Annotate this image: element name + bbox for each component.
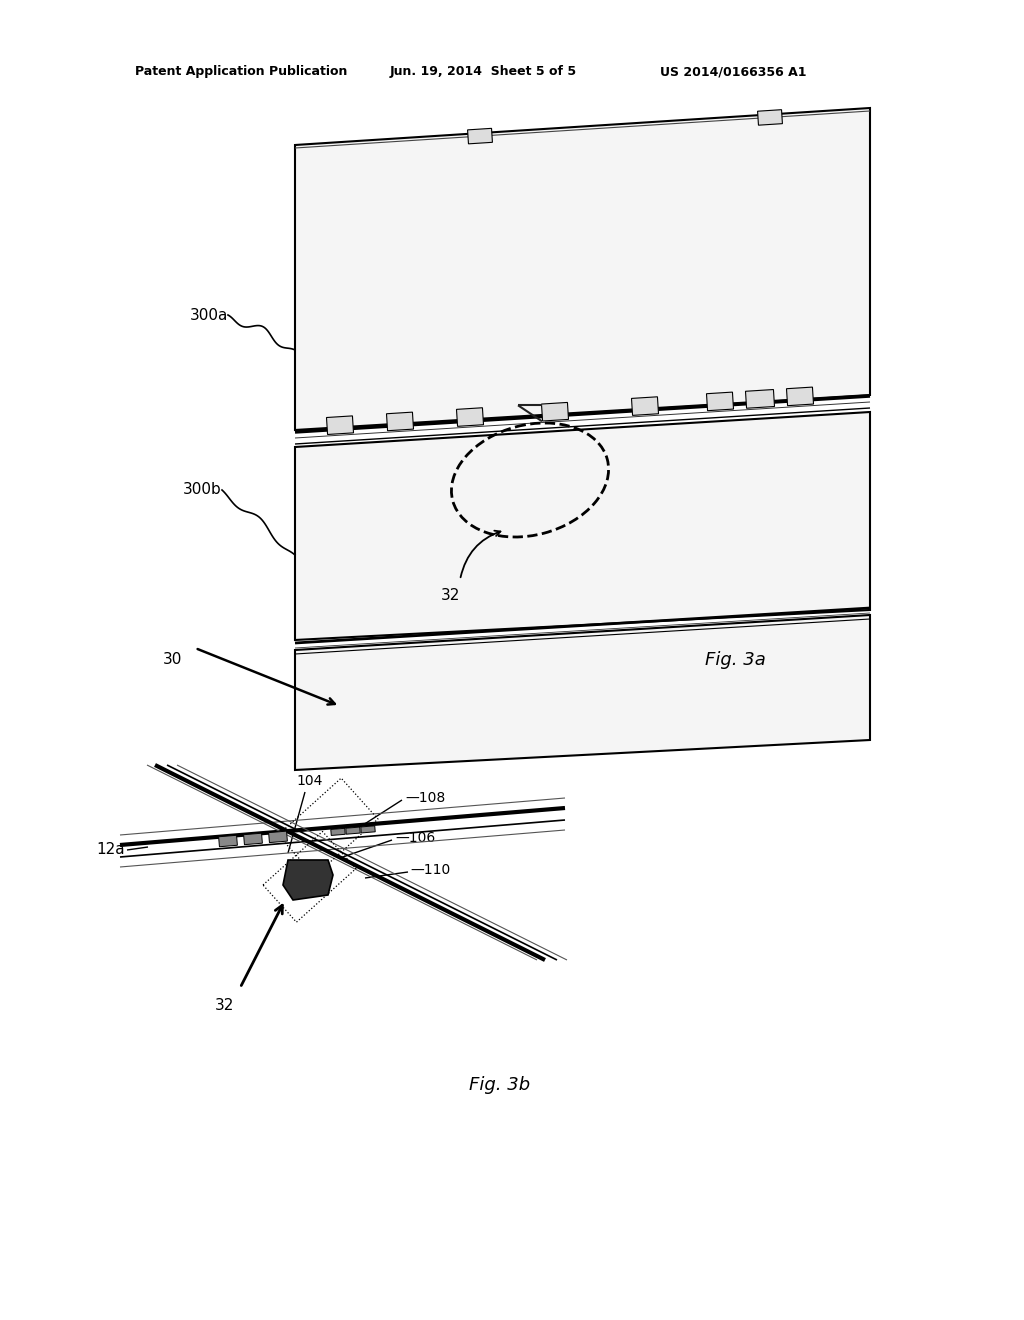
Text: Patent Application Publication: Patent Application Publication	[135, 66, 347, 78]
Text: 30: 30	[163, 652, 182, 668]
Polygon shape	[707, 392, 733, 411]
Polygon shape	[758, 110, 782, 125]
Text: 300a: 300a	[189, 308, 228, 322]
Polygon shape	[295, 108, 870, 430]
Polygon shape	[346, 828, 360, 834]
Polygon shape	[786, 387, 813, 405]
Polygon shape	[632, 397, 658, 416]
Polygon shape	[542, 403, 568, 421]
Text: —108: —108	[406, 791, 445, 805]
Text: 12a: 12a	[96, 842, 125, 858]
Text: 32: 32	[440, 587, 460, 602]
Polygon shape	[295, 412, 870, 640]
Polygon shape	[360, 826, 375, 833]
Text: US 2014/0166356 A1: US 2014/0166356 A1	[660, 66, 807, 78]
Polygon shape	[218, 836, 238, 846]
Text: Fig. 3b: Fig. 3b	[469, 1076, 530, 1094]
Polygon shape	[468, 128, 493, 144]
Text: 104: 104	[297, 774, 324, 788]
Polygon shape	[268, 832, 288, 842]
Polygon shape	[295, 615, 870, 770]
Polygon shape	[331, 829, 345, 836]
Polygon shape	[244, 833, 262, 845]
Polygon shape	[386, 412, 414, 430]
Polygon shape	[283, 861, 333, 900]
Polygon shape	[327, 416, 353, 434]
Polygon shape	[745, 389, 774, 408]
Text: Jun. 19, 2014  Sheet 5 of 5: Jun. 19, 2014 Sheet 5 of 5	[390, 66, 578, 78]
Text: Fig. 3a: Fig. 3a	[705, 651, 765, 669]
Text: —106: —106	[395, 832, 435, 845]
Text: —110: —110	[410, 863, 451, 876]
Polygon shape	[457, 408, 483, 426]
Text: 300b: 300b	[183, 483, 222, 498]
Text: 32: 32	[215, 998, 234, 1012]
